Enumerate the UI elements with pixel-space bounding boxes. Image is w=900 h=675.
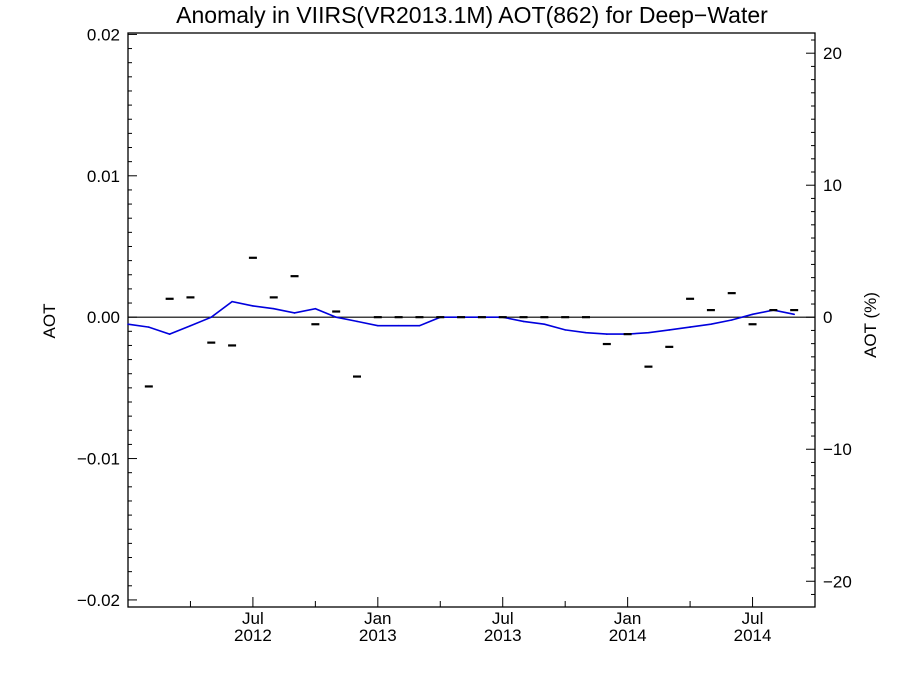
- series-0-point: [564, 329, 566, 331]
- y2-tick-label: −20: [823, 572, 852, 591]
- series-0-point: [585, 331, 587, 334]
- plot-area: 0.020.010.00−0.01−0.0220100−10−20Jul2012…: [77, 25, 852, 645]
- y-tick-label: 0.02: [87, 25, 120, 44]
- series-0-point: [397, 324, 400, 327]
- series-0-point: [710, 323, 712, 326]
- series-0-point: [148, 326, 150, 328]
- series-0-point: [272, 307, 275, 310]
- series-0-point: [356, 320, 358, 323]
- x-tick-year-label: 2014: [734, 626, 772, 645]
- y2-axis-label: AOT (%): [861, 292, 880, 358]
- series-0-point: [231, 300, 233, 303]
- y-tick-label: 0.00: [87, 308, 120, 327]
- series-0-point: [543, 323, 546, 326]
- series-0-point: [127, 323, 129, 326]
- series-0-point: [668, 329, 671, 331]
- x-tick-year-label: 2013: [359, 626, 397, 645]
- series-0-point: [335, 316, 337, 318]
- series-0-point: [377, 324, 379, 327]
- series-0-point: [293, 312, 296, 314]
- x-tick-year-label: 2012: [234, 626, 272, 645]
- series-0-point: [751, 313, 754, 316]
- x-tick-month-label: Jul: [492, 609, 514, 628]
- series-0-point: [730, 319, 733, 321]
- series-0-point: [252, 305, 254, 307]
- series-0-point: [606, 333, 608, 335]
- x-tick-month-label: Jul: [242, 609, 264, 628]
- y2-tick-label: −10: [823, 440, 852, 459]
- series-0-point: [210, 316, 213, 318]
- series-0-point: [189, 324, 192, 327]
- y2-tick-label: 10: [823, 176, 842, 195]
- series-0-point: [689, 326, 691, 328]
- series-0-point: [168, 333, 171, 335]
- y-tick-label: −0.01: [77, 450, 120, 469]
- y-tick-label: 0.01: [87, 167, 120, 186]
- series-0-point: [314, 307, 317, 310]
- x-tick-month-label: Jan: [364, 609, 391, 628]
- y2-tick-label: 20: [823, 44, 842, 63]
- x-tick-year-label: 2014: [609, 626, 647, 645]
- chart-title: Anomaly in VIIRS(VR2013.1M) AOT(862) for…: [176, 2, 768, 28]
- y-tick-label: −0.02: [77, 591, 120, 610]
- series-0-point: [418, 324, 421, 327]
- series-0-point: [793, 313, 795, 316]
- x-tick-year-label: 2013: [484, 626, 522, 645]
- series-0-point: [647, 331, 650, 334]
- x-tick-month-label: Jan: [614, 609, 641, 628]
- y-axis-label: AOT: [40, 304, 59, 339]
- x-tick-month-label: Jul: [742, 609, 764, 628]
- series-0-point: [522, 320, 525, 323]
- plot-frame: [127, 32, 816, 608]
- y2-tick-label: 0: [823, 308, 832, 327]
